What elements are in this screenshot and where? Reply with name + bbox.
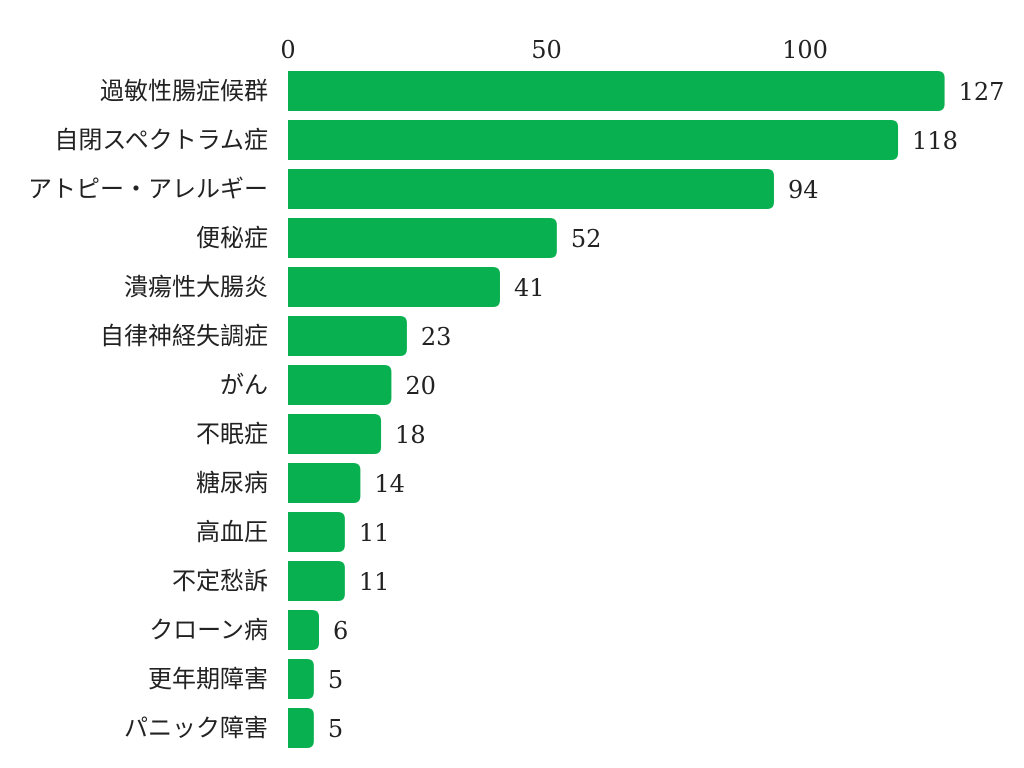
bars — [288, 71, 945, 748]
x-axis-ticks: 0 50 100 — [280, 36, 828, 64]
value-label-6: 20 — [405, 372, 436, 400]
value-label-11: 6 — [333, 617, 348, 645]
bar-3 — [288, 218, 557, 258]
bar-11 — [288, 610, 320, 650]
category-label-13: パニック障害 — [124, 714, 268, 742]
value-label-3: 52 — [571, 225, 602, 253]
x-tick-label-0: 0 — [280, 36, 295, 64]
bar-0 — [288, 71, 945, 111]
category-labels: 過敏性腸症候群自閉スペクトラム症アトピー・アレルギー便秘症潰瘍性大腸炎自律神経失… — [28, 77, 268, 742]
bar-7 — [288, 414, 382, 454]
value-label-0: 127 — [959, 78, 1005, 106]
value-label-1: 118 — [912, 127, 958, 155]
category-label-10: 不定愁訴 — [172, 567, 268, 595]
bar-5 — [288, 316, 407, 356]
category-label-2: アトピー・アレルギー — [28, 175, 268, 203]
category-label-4: 潰瘍性大腸炎 — [124, 273, 268, 301]
category-label-12: 更年期障害 — [148, 665, 268, 693]
category-label-3: 便秘症 — [196, 224, 268, 252]
category-label-0: 過敏性腸症候群 — [100, 77, 268, 105]
value-label-5: 23 — [421, 323, 452, 351]
bar-2 — [288, 169, 774, 209]
x-tick-label-1: 50 — [531, 36, 562, 64]
category-label-1: 自閉スペクトラム症 — [54, 126, 268, 154]
value-label-13: 5 — [328, 715, 343, 743]
value-label-10: 11 — [359, 568, 390, 596]
bar-10 — [288, 561, 345, 601]
category-label-8: 糖尿病 — [196, 469, 268, 497]
category-label-5: 自律神経失調症 — [100, 322, 268, 350]
bar-1 — [288, 120, 899, 160]
category-label-6: がん — [220, 371, 268, 399]
value-label-4: 41 — [514, 274, 545, 302]
bar-4 — [288, 267, 500, 307]
bar-9 — [288, 512, 345, 552]
category-label-9: 高血圧 — [196, 518, 268, 546]
value-label-8: 14 — [374, 470, 405, 498]
value-label-9: 11 — [359, 519, 390, 547]
x-tick-label-2: 100 — [782, 36, 828, 64]
category-label-11: クローン病 — [149, 616, 268, 644]
category-label-7: 不眠症 — [196, 420, 268, 448]
value-label-12: 5 — [328, 666, 343, 694]
bar-6 — [288, 365, 392, 405]
bar-13 — [288, 708, 314, 748]
bar-8 — [288, 463, 361, 503]
value-label-7: 18 — [395, 421, 426, 449]
bar-12 — [288, 659, 314, 699]
value-label-2: 94 — [788, 176, 819, 204]
